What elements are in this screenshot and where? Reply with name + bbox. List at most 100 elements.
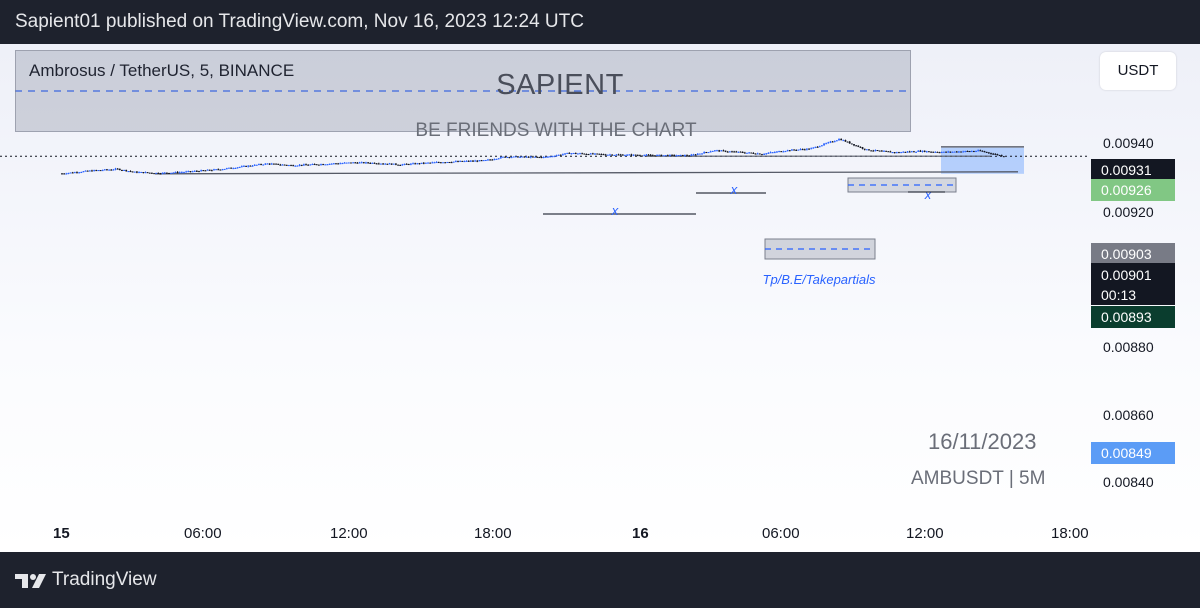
candle-body xyxy=(737,151,740,153)
candle-body xyxy=(442,162,444,164)
candle-body xyxy=(761,154,763,156)
candle-body xyxy=(88,170,91,172)
candle-body xyxy=(283,164,286,166)
candle-body xyxy=(69,172,72,174)
candle-body xyxy=(598,153,601,155)
candle-body xyxy=(508,157,511,159)
candle-body xyxy=(133,171,136,173)
candle-body xyxy=(664,155,667,157)
candle-body xyxy=(883,150,885,152)
candle-body xyxy=(148,172,151,174)
watermark-subtitle: BE FRIENDS WITH THE CHART xyxy=(415,120,697,141)
candle-body xyxy=(902,151,905,153)
candle-body xyxy=(981,150,984,152)
candle-body xyxy=(735,151,738,153)
symbol-label[interactable]: Ambrosus / TetherUS, 5, BINANCE xyxy=(29,61,295,80)
candle-body xyxy=(865,149,868,151)
candle-body xyxy=(972,151,975,153)
candle-body xyxy=(801,149,804,151)
candle-body xyxy=(591,153,594,155)
candle-body xyxy=(945,151,947,153)
tradingview-brand[interactable]: TradingView xyxy=(52,569,157,590)
candle-body xyxy=(853,144,855,146)
candle-body xyxy=(619,154,622,156)
candle-body xyxy=(433,162,436,164)
candle-body xyxy=(551,156,554,158)
candle-body xyxy=(317,164,320,166)
candle-body xyxy=(951,151,954,153)
candle-body xyxy=(168,172,170,174)
candle-body xyxy=(298,164,301,166)
price-chart[interactable]: x x x Tp/B.E/Takepartials xyxy=(0,44,1200,552)
candle-body xyxy=(872,150,875,152)
candle-body xyxy=(859,146,862,148)
candle-body xyxy=(919,150,922,152)
candle-body xyxy=(180,172,183,174)
tradingview-logo-icon[interactable] xyxy=(15,571,47,591)
candle-body xyxy=(829,141,832,143)
candle-body xyxy=(943,151,945,153)
candle-body xyxy=(305,164,307,166)
candle-body xyxy=(245,165,247,167)
candle-body xyxy=(517,156,519,158)
candle-body xyxy=(121,170,123,172)
candle-body xyxy=(630,154,633,156)
candle-body xyxy=(215,169,218,171)
candle-body xyxy=(722,150,725,152)
candle-body xyxy=(502,156,504,158)
candle-body xyxy=(955,151,958,153)
candle-body xyxy=(615,154,618,156)
candle-body xyxy=(690,154,693,156)
candle-body xyxy=(225,168,228,170)
candle-body xyxy=(568,152,571,154)
candle-body xyxy=(957,151,960,153)
candle-body xyxy=(495,158,498,160)
candle-body xyxy=(309,164,312,166)
candle-body xyxy=(84,170,87,172)
candle-body xyxy=(649,154,652,156)
candle-body xyxy=(337,163,340,165)
candle-body xyxy=(525,156,528,158)
candle-body xyxy=(345,162,348,164)
candle-body xyxy=(95,170,98,172)
candle-body xyxy=(469,160,472,162)
candle-body xyxy=(67,172,70,174)
candle-body xyxy=(161,172,164,174)
chart-panel[interactable]: x x x Tp/B.E/Takepartials Ambrosus / Tether… xyxy=(0,44,1200,552)
time-tick: 06:00 xyxy=(762,525,800,542)
candle-body xyxy=(913,151,915,153)
candle-body xyxy=(339,163,342,165)
candle-body xyxy=(559,154,562,156)
candle-body xyxy=(887,151,890,153)
candle-body xyxy=(482,160,485,162)
candle-body xyxy=(654,155,656,157)
candle-body xyxy=(651,155,654,157)
candle-body xyxy=(838,139,840,141)
candle-body xyxy=(142,172,145,174)
candle-body xyxy=(185,171,188,173)
candle-body xyxy=(208,169,211,171)
candle-body xyxy=(724,150,727,152)
last-price-value: 0.00901 xyxy=(1101,267,1152,283)
candle-body xyxy=(358,162,361,164)
candle-body xyxy=(741,151,744,153)
currency-button[interactable]: USDT xyxy=(1100,52,1176,90)
target-price-tag: 0.00849 xyxy=(1091,442,1175,464)
candle-body xyxy=(268,163,271,165)
candle-body xyxy=(91,170,93,172)
candle-body xyxy=(570,153,573,155)
candle-body xyxy=(223,168,226,170)
candle-body xyxy=(855,145,858,147)
candle-body xyxy=(825,143,828,145)
candle-body xyxy=(814,146,817,148)
candle-body xyxy=(176,171,179,173)
candle-body xyxy=(964,150,967,152)
watermark-pair: AMBUSDT | 5M xyxy=(911,468,1046,489)
candle-body xyxy=(467,160,470,162)
candle-body xyxy=(418,163,421,165)
candle-body xyxy=(489,159,492,161)
candle-body xyxy=(983,151,986,153)
candle-body xyxy=(703,152,706,154)
candle-body xyxy=(324,164,327,166)
candle-body xyxy=(429,162,432,164)
